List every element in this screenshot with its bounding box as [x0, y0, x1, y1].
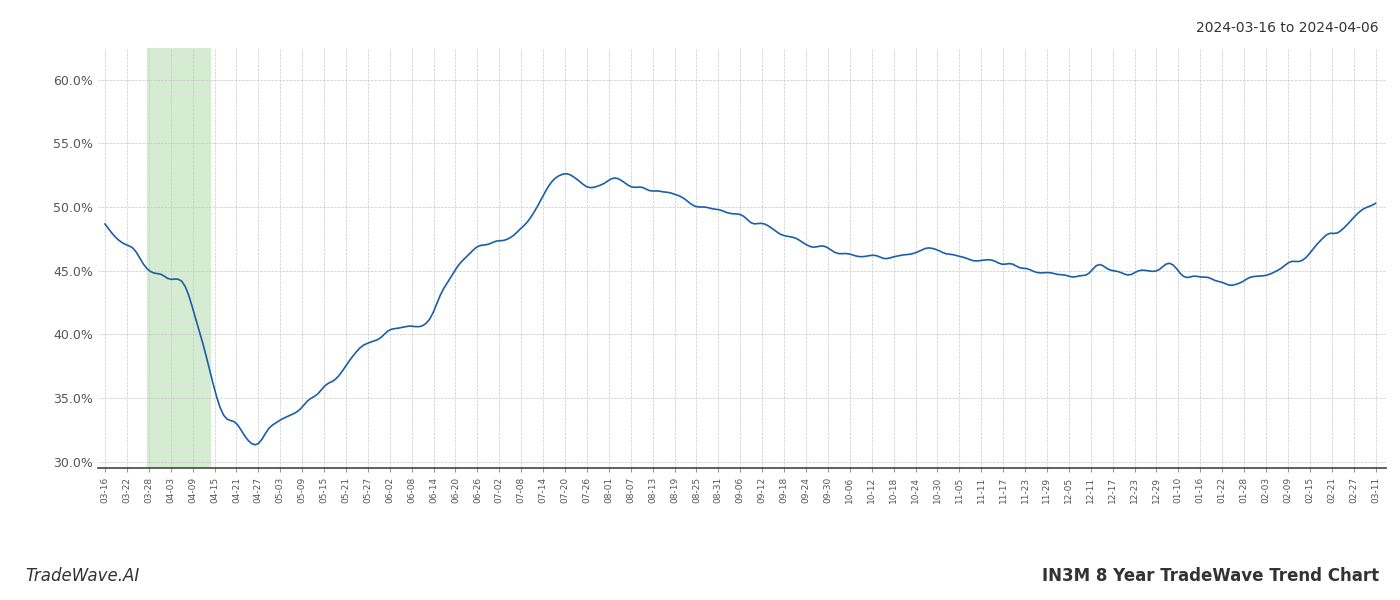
Text: TradeWave.AI: TradeWave.AI: [25, 567, 140, 585]
Bar: [147, 48, 210, 468]
Text: 2024-03-16 to 2024-04-06: 2024-03-16 to 2024-04-06: [1197, 21, 1379, 35]
Text: IN3M 8 Year TradeWave Trend Chart: IN3M 8 Year TradeWave Trend Chart: [1042, 567, 1379, 585]
